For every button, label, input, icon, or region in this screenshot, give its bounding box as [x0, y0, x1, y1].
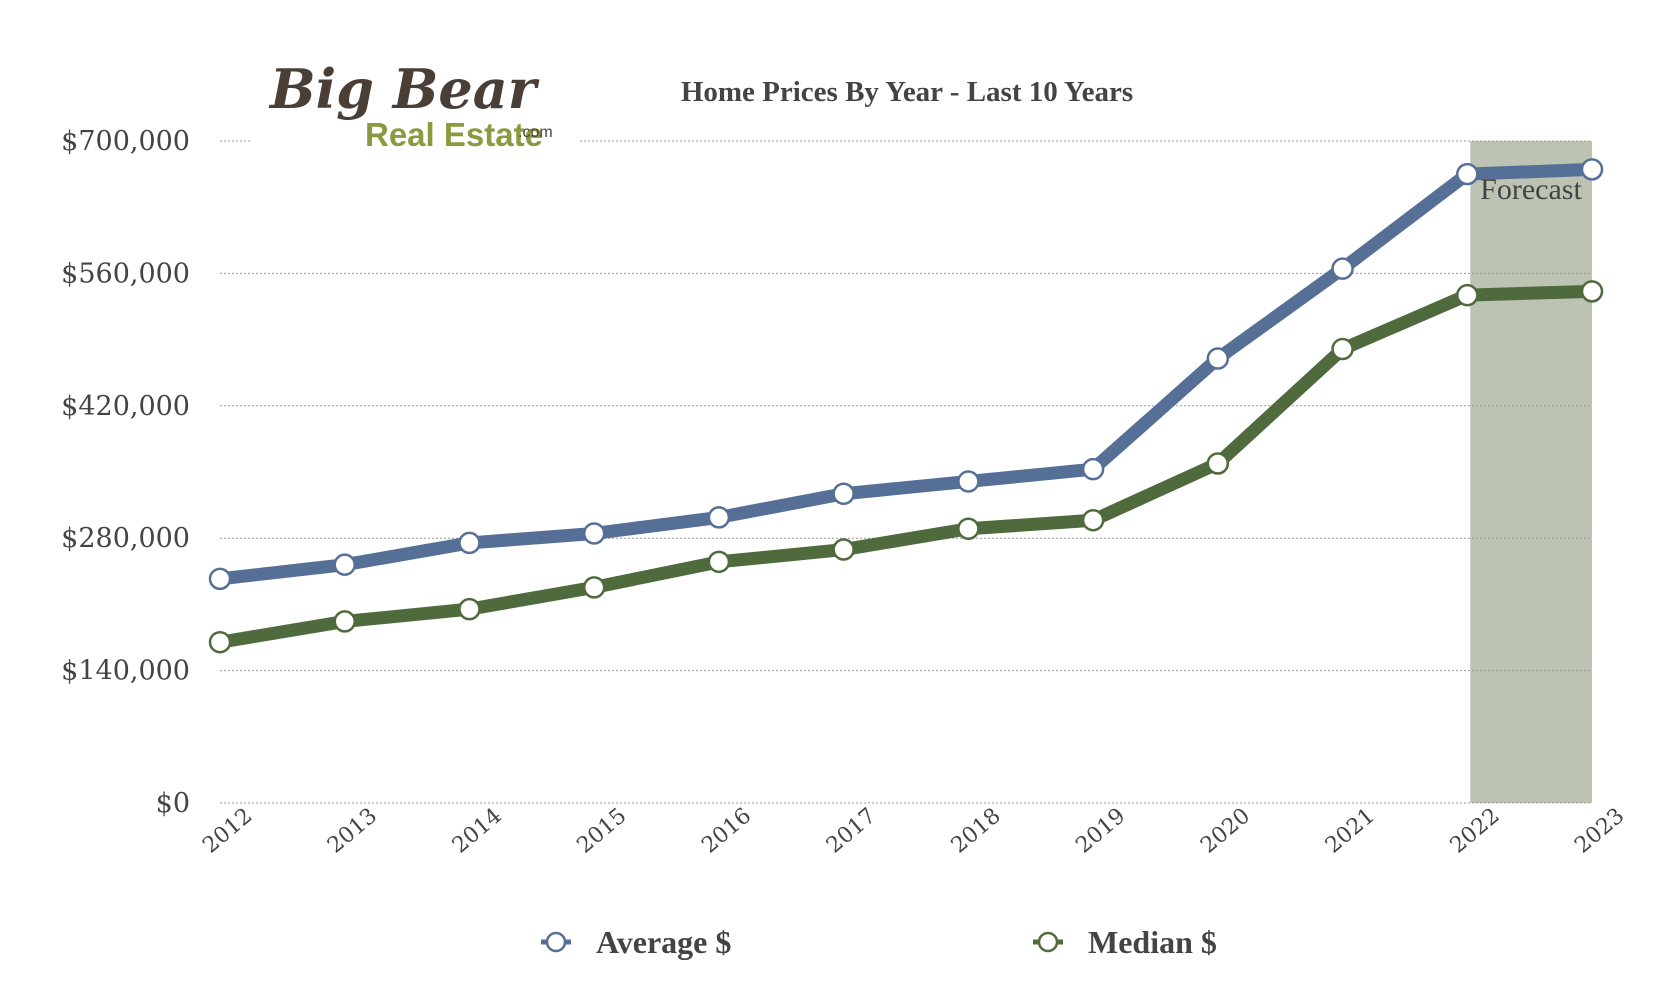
x-tick-label: 2023: [1570, 803, 1629, 858]
y-tick-label: $560,000: [61, 258, 190, 289]
logo-suffix: .com: [518, 124, 553, 141]
data-point: [707, 550, 731, 574]
series-line-average: [213, 162, 1599, 586]
data-point: [333, 610, 356, 633]
x-tick-label: 2019: [1071, 803, 1130, 858]
data-point: [1331, 337, 1354, 361]
x-tick-label: 2018: [947, 803, 1006, 858]
y-tick-label: $0: [156, 788, 190, 819]
x-tick-label: 2021: [1321, 803, 1380, 858]
y-tick-label: $280,000: [61, 523, 190, 554]
data-point: [832, 538, 855, 561]
forecast-band: [1470, 141, 1592, 803]
logo: Big Bear Real Estate .com: [250, 48, 580, 158]
logo-line1: Big Bear: [268, 57, 540, 121]
data-point: [208, 567, 232, 591]
data-point: [957, 517, 980, 540]
x-tick-label: 2017: [822, 803, 881, 858]
x-tick-label: 2013: [323, 803, 382, 858]
legend-item: Median $: [1033, 924, 1217, 960]
data-point: [1456, 162, 1479, 186]
legend-label: Median $: [1088, 924, 1217, 960]
data-point: [1580, 158, 1604, 181]
x-tick-label: 2020: [1196, 803, 1255, 858]
data-point: [1456, 283, 1479, 307]
legend-swatch-marker: [1037, 931, 1059, 953]
series-line-median: [213, 284, 1599, 649]
data-point: [582, 576, 606, 599]
data-point: [1206, 452, 1230, 475]
y-axis: $0 $140,000 $280,000 $420,000 $560,000 $700,0…: [61, 126, 190, 819]
legend: Average $ Median $: [541, 924, 1217, 960]
x-tick-label: 2015: [573, 803, 632, 858]
data-point: [1206, 347, 1230, 370]
logo-line2: Real Estate: [365, 116, 543, 153]
x-tick-label: 2012: [198, 803, 257, 858]
data-point: [957, 470, 980, 493]
y-tick-label: $420,000: [61, 391, 190, 422]
forecast-label: Forecast: [1480, 173, 1582, 206]
forecast-band-layer: [1470, 141, 1592, 803]
data-point: [208, 630, 232, 654]
x-tick-label: 2016: [697, 803, 756, 858]
data-point: [582, 522, 606, 545]
data-point: [458, 597, 481, 621]
chart-title: Home Prices By Year - Last 10 Years: [681, 76, 1133, 108]
legend-swatch-marker: [545, 931, 567, 953]
data-point: [1081, 457, 1105, 481]
series-layer: [208, 158, 1604, 654]
legend-item: Average $: [541, 924, 731, 960]
x-tick-label: 2022: [1446, 803, 1505, 858]
data-point: [1580, 280, 1604, 303]
y-tick-label: $140,000: [61, 656, 190, 687]
x-axis: 2012 2013 2014 2015 2016 2017 2018 2019 2020 2021…: [198, 803, 1629, 858]
data-point: [333, 553, 356, 576]
x-tick-label: 2014: [448, 803, 507, 858]
legend-label: Average $: [596, 924, 731, 960]
data-point: [458, 531, 481, 555]
data-point: [1331, 257, 1354, 280]
y-tick-label: $700,000: [61, 126, 190, 157]
data-point: [832, 482, 855, 506]
data-point: [1081, 508, 1105, 532]
data-point: [707, 506, 731, 529]
